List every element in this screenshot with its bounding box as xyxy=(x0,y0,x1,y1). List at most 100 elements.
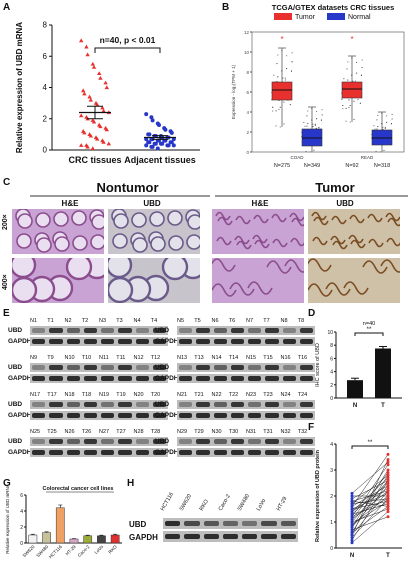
gland xyxy=(271,213,287,223)
chart-a-scatter: 0 2 4 6 8 Relative expression of UBD mRNA CRC … xyxy=(15,21,200,165)
point-tumor xyxy=(386,494,390,498)
blot-strip-ubd xyxy=(30,437,168,446)
gland xyxy=(234,235,250,245)
gland xyxy=(332,240,348,250)
point-tumor xyxy=(386,502,390,506)
x-category-label: N xyxy=(353,403,357,409)
blot-band xyxy=(265,450,279,455)
blot-strip-gapdh xyxy=(177,337,315,346)
blot-band xyxy=(101,376,115,381)
jitter-point xyxy=(374,128,376,130)
jitter-point xyxy=(272,106,274,108)
chart-d-bar: 0 2 4 6 8 10 IHC score of UBD N T **n=40 xyxy=(315,321,402,409)
point-tumor xyxy=(386,497,390,501)
point-tumor xyxy=(386,481,390,485)
blot-band xyxy=(49,450,63,455)
panel-label-d: D xyxy=(308,308,316,319)
panel-label-b: B xyxy=(222,2,230,13)
lane-label: T9 xyxy=(47,355,54,361)
point-normal xyxy=(350,494,354,498)
row-label-400x: 400× xyxy=(2,274,9,290)
y-tick-label: 8 xyxy=(43,21,48,30)
data-point-adjacent xyxy=(144,112,149,117)
crypt xyxy=(132,237,148,253)
lane-label: N6 xyxy=(211,318,219,324)
blot-band xyxy=(203,534,219,539)
data-point-crc xyxy=(90,146,95,151)
blot-band xyxy=(179,376,193,381)
blot-band xyxy=(66,439,80,444)
y-tick-label: 4 xyxy=(20,509,23,515)
lane-label: N15 xyxy=(246,355,257,361)
point-normal xyxy=(350,504,354,508)
jitter-point xyxy=(382,128,384,130)
blot-band xyxy=(196,328,210,333)
blot-band xyxy=(135,376,149,381)
blot-row-label-ubd: UBD xyxy=(8,401,23,408)
point-tumor xyxy=(386,507,390,511)
blot-band xyxy=(282,402,296,407)
lane-label: N3 xyxy=(99,318,107,324)
lane-label: N30 xyxy=(211,429,222,435)
paired-line xyxy=(351,482,389,515)
jitter-point xyxy=(304,125,306,127)
crypt xyxy=(35,212,51,228)
significance-marker: ** xyxy=(367,327,372,333)
jitter-point xyxy=(321,114,323,116)
blot-band xyxy=(265,328,279,333)
gland xyxy=(254,239,270,249)
gland xyxy=(215,211,231,221)
histology-image-ubd-nontumor-200x xyxy=(108,209,200,254)
panel-c-histology: Nontumor Tumor H&E UBD H&E UBD 200× 400× xyxy=(0,180,410,305)
blot-strip-ubd xyxy=(177,437,315,446)
y-tick-label: 4 xyxy=(43,83,48,92)
lane-label: N14 xyxy=(211,355,222,361)
y-axis-label: Expression - log₂(TPM + 1) xyxy=(231,64,236,119)
crypt xyxy=(131,212,147,228)
y-tick-label: 4 xyxy=(330,442,333,448)
bar-caco-2 xyxy=(83,535,93,544)
x-category-label: HCT116 xyxy=(48,544,63,559)
jitter-point xyxy=(383,149,385,151)
data-point-crc xyxy=(98,124,103,129)
panel-label-f: F xyxy=(308,422,315,433)
crypt xyxy=(186,234,200,250)
blot-band xyxy=(280,534,296,539)
y-axis-label: Relative expression of UBD protein xyxy=(315,449,321,542)
crypt xyxy=(161,258,189,281)
jitter-point xyxy=(291,52,293,54)
lane-label: N25 xyxy=(30,429,41,435)
blot-band xyxy=(152,402,166,407)
blot-band xyxy=(265,413,279,418)
gland xyxy=(386,237,400,247)
panel-label-h: H xyxy=(127,478,135,489)
jitter-point xyxy=(275,110,277,112)
lane-label: T11 xyxy=(116,355,126,361)
lane-label: T15 xyxy=(263,355,273,361)
point-tumor xyxy=(386,486,390,490)
x-category-label: Caco-2 xyxy=(77,544,91,558)
lane-label: N16 xyxy=(280,355,291,361)
y-tick-label: 6 xyxy=(20,493,23,499)
lane-label: T2 xyxy=(81,318,89,324)
gland xyxy=(311,211,327,221)
blot-band xyxy=(196,450,210,455)
blot-row-label-ubd: UBD xyxy=(155,438,170,445)
jitter-point xyxy=(321,109,323,111)
blot-band xyxy=(248,439,262,444)
blot-band xyxy=(265,376,279,381)
x-category-label: HT-29 xyxy=(64,544,77,557)
lane-label: T19 xyxy=(116,392,126,398)
blot-row-label-ubd: UBD xyxy=(8,327,23,334)
blot-band xyxy=(184,521,200,526)
jitter-point xyxy=(391,118,393,120)
data-point-adjacent xyxy=(144,143,149,148)
point-tumor xyxy=(386,489,390,493)
lane-label: N28 xyxy=(133,429,144,435)
blot-row-label-ubd: UBD xyxy=(8,438,23,445)
lane-label: N20 xyxy=(133,392,144,398)
blot-band xyxy=(203,521,219,526)
panel-e-western-blots: N1 T1 N2 T2 N3 T3 N4 T4 UBD GAPDH N5 T5 N6 T6 N7 T7 N8 T8… xyxy=(0,318,315,473)
bar-hct116 xyxy=(55,507,65,544)
histology-image-he-nontumor-200x xyxy=(12,209,104,254)
